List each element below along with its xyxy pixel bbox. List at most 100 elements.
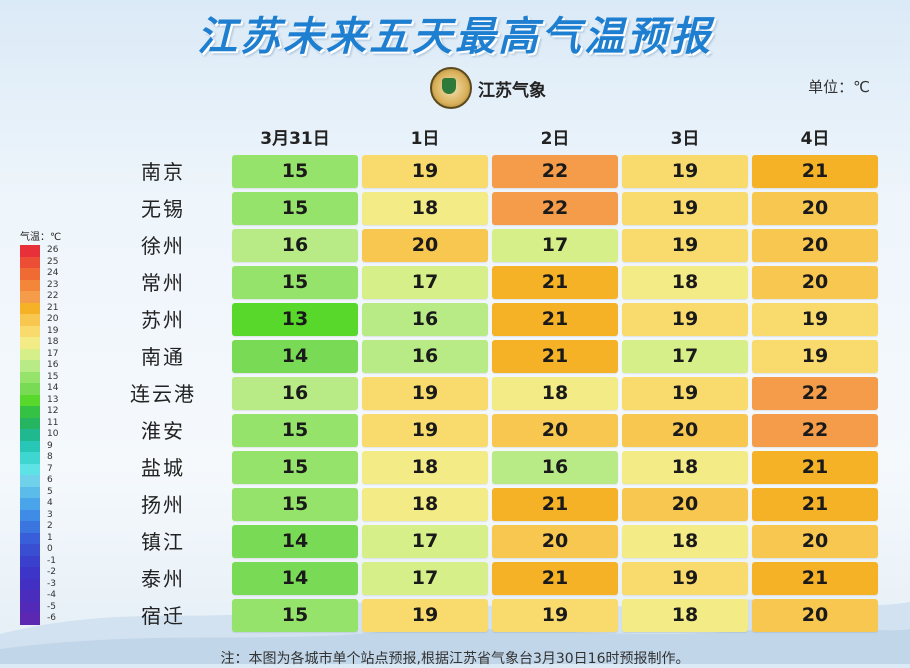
temperature-cell: 21	[492, 266, 618, 299]
temperature-cell: 19	[752, 340, 878, 373]
temperature-cell: 18	[492, 377, 618, 410]
column-header: 1日	[410, 129, 440, 149]
legend-swatch	[20, 544, 40, 556]
legend-tick-label: -2	[47, 567, 56, 577]
legend-tick-label: 6	[47, 475, 53, 485]
city-label: 苏州	[141, 308, 185, 332]
temperature-cell: 19	[492, 599, 618, 632]
legend-tick-label: 21	[47, 302, 59, 313]
temperature-cell: 20	[492, 414, 618, 447]
temperature-cell: 18	[362, 451, 488, 484]
legend-swatch	[20, 302, 40, 314]
legend-swatch	[20, 532, 40, 544]
city-label: 徐州	[141, 234, 185, 258]
legend-swatch	[20, 440, 40, 452]
legend-swatch	[20, 325, 40, 337]
legend-swatch	[20, 521, 40, 533]
temperature-cell: 21	[752, 562, 878, 595]
legend-swatch	[20, 268, 40, 280]
legend-tick-label: 26	[47, 245, 59, 255]
city-label: 淮安	[141, 419, 185, 443]
temperature-cell: 20	[752, 599, 878, 632]
page-title: 江苏未来五天最高气温预报	[197, 14, 713, 60]
weather-logo-icon	[430, 67, 472, 109]
brand-name: 江苏气象	[478, 80, 546, 101]
legend-tick-label: 14	[47, 383, 59, 393]
temperature-cell: 18	[622, 451, 748, 484]
unit-label: 单位：℃	[808, 78, 870, 96]
temperature-cell: 16	[492, 451, 618, 484]
temperature-cell: 21	[752, 451, 878, 484]
temperature-cell: 21	[492, 562, 618, 595]
legend-tick-label: 3	[47, 509, 53, 520]
legend-swatch	[20, 590, 40, 602]
legend-tick-label: 7	[47, 463, 53, 474]
temperature-cell: 18	[622, 599, 748, 632]
legend-swatch	[20, 613, 40, 625]
legend-tick-label: 13	[47, 394, 59, 405]
temperature-cell: 21	[752, 155, 878, 188]
legend-swatch	[20, 452, 40, 464]
temperature-cell: 22	[752, 377, 878, 410]
brand-logo: 江苏气象	[430, 66, 546, 110]
legend-swatch	[20, 256, 40, 268]
temperature-cell: 19	[622, 377, 748, 410]
temperature-cell: 14	[232, 525, 358, 558]
legend-tick-label: 10	[47, 429, 59, 439]
temperature-cell: 15	[232, 599, 358, 632]
city-label: 盐城	[141, 456, 185, 480]
temperature-cell: 21	[492, 488, 618, 521]
legend-tick-label: 8	[47, 452, 53, 462]
temperature-cell: 19	[362, 155, 488, 188]
city-label: 南京	[141, 160, 185, 184]
legend-swatch	[20, 509, 40, 521]
legend-tick-label: 24	[47, 268, 59, 278]
legend-tick-label: 0	[47, 544, 53, 554]
legend-color-bar: 26 25 24 23 22 21 20 19 18 17 16 15 14 13 12 11 10 9 8 7 6 5 4…	[20, 245, 58, 625]
city-label: 扬州	[141, 493, 185, 517]
legend-swatch	[20, 394, 40, 406]
temperature-cell: 20	[752, 192, 878, 225]
city-label: 宿迁	[141, 604, 185, 628]
legend-swatch	[20, 348, 40, 360]
legend-tick-label: 18	[47, 337, 59, 347]
legend-swatch	[20, 337, 40, 349]
legend-swatch	[20, 279, 40, 291]
temperature-cell: 21	[492, 340, 618, 373]
temperature-cell: 20	[752, 229, 878, 262]
legend-tick-label: 19	[47, 325, 59, 336]
temperature-cell: 15	[232, 155, 358, 188]
legend-swatch	[20, 314, 40, 326]
temperature-cell: 14	[232, 340, 358, 373]
temperature-cell: 22	[752, 414, 878, 447]
legend-swatch	[20, 567, 40, 579]
temperature-cell: 18	[622, 525, 748, 558]
legend-swatch	[20, 555, 40, 567]
temperature-cell: 15	[232, 488, 358, 521]
temperature-cell: 18	[622, 266, 748, 299]
temperature-cell: 19	[362, 599, 488, 632]
temperature-cell: 18	[362, 192, 488, 225]
temperature-cell: 15	[232, 266, 358, 299]
temperature-cell: 20	[752, 525, 878, 558]
legend-swatch	[20, 601, 40, 613]
temperature-legend: 气温：℃ 26 25 24 23 22 21 20 19 18 17 16 15 14 13 12 11 10 9…	[20, 228, 61, 625]
legend-swatch	[20, 475, 40, 487]
city-label: 连云港	[130, 382, 196, 406]
temperature-cell: 17	[362, 266, 488, 299]
temperature-cell: 19	[622, 155, 748, 188]
temperature-cell: 20	[362, 229, 488, 262]
legend-tick-label: -5	[47, 601, 56, 612]
temperature-cell: 17	[622, 340, 748, 373]
temperature-cell: 20	[492, 525, 618, 558]
temperature-cell: 22	[492, 192, 618, 225]
temperature-cell: 16	[362, 340, 488, 373]
temperature-cell: 14	[232, 562, 358, 595]
temperature-cell: 16	[232, 229, 358, 262]
temperature-cell: 19	[622, 562, 748, 595]
legend-tick-label: 2	[47, 521, 53, 531]
temperature-cell: 15	[232, 414, 358, 447]
legend-tick-label: 23	[47, 279, 59, 290]
city-label: 泰州	[141, 567, 185, 591]
footnote: 注：本图为各城市单个站点预报,根据江苏省气象台3月30日16时预报制作。	[220, 651, 690, 667]
